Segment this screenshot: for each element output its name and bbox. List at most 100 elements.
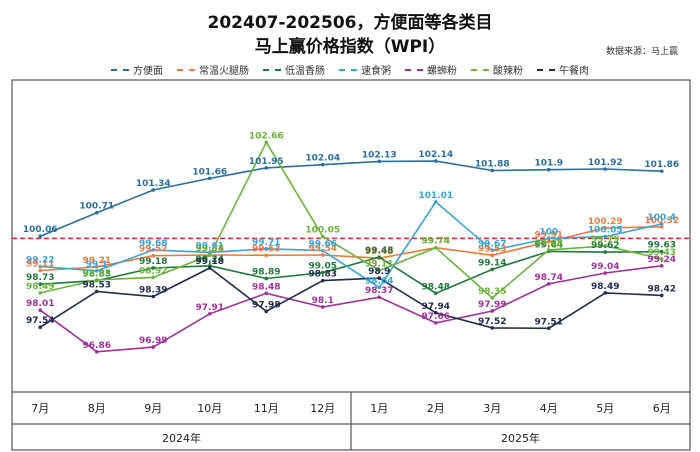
- data-label: 98.42: [648, 284, 676, 294]
- data-label: 102.13: [362, 150, 397, 160]
- data-label: 98.73: [26, 273, 54, 283]
- data-label: 98.9: [368, 267, 390, 277]
- data-point: [264, 166, 269, 170]
- legend-item-5: 酸辣粉: [471, 62, 523, 77]
- data-point: [433, 245, 438, 250]
- data-label: 102.66: [249, 131, 284, 141]
- legend-label: 螺蛳粉: [427, 66, 457, 77]
- data-point: [603, 244, 608, 248]
- data-point: [207, 253, 212, 258]
- data-label: 99.53: [478, 244, 506, 254]
- legend-label: 常温火腿肠: [199, 66, 249, 77]
- series-line-5: [40, 140, 662, 300]
- series-line-0: [39, 160, 662, 237]
- data-label: 99.61: [196, 241, 224, 251]
- data-label: 100.71: [79, 202, 114, 212]
- data-label: 102.04: [305, 154, 340, 164]
- data-point: [659, 257, 664, 261]
- data-point: [546, 239, 551, 244]
- data-point: [207, 266, 212, 270]
- data-label: 99.45: [365, 247, 393, 257]
- data-label: 99.43: [648, 248, 676, 258]
- data-label: 98.37: [365, 286, 393, 296]
- data-label: 99.91: [535, 231, 563, 241]
- data-label: 98.49: [591, 282, 619, 292]
- series-line-6: [39, 267, 662, 330]
- data-point: [264, 276, 269, 281]
- data-point: [659, 264, 664, 268]
- data-label: 98.74: [535, 273, 563, 283]
- data-label: 97.51: [535, 317, 563, 327]
- chart-legend: 方便面 常温火腿肠 低温香肠 速食粥 螺蛳粉 酸辣粉 午餐肉: [0, 62, 700, 77]
- data-point: [38, 308, 43, 313]
- data-label: 97.98: [252, 300, 280, 310]
- data-label: 99.71: [252, 238, 280, 248]
- data-label: 97.66: [422, 312, 450, 322]
- data-label: 99.11: [26, 260, 54, 270]
- data-point: [377, 285, 382, 290]
- data-point: [38, 325, 43, 330]
- legend-item-1: 常温火腿肠: [177, 62, 249, 77]
- data-point: [320, 234, 325, 239]
- x-tick-label: 6月: [653, 402, 671, 415]
- data-point: [38, 282, 43, 287]
- data-label: 100.29: [588, 217, 623, 227]
- data-point: [490, 168, 495, 173]
- data-point: [377, 255, 382, 259]
- data-label: 98.39: [139, 286, 167, 296]
- data-label: 97.91: [196, 303, 224, 313]
- data-point: [264, 253, 269, 258]
- data-label: 98.48: [422, 282, 450, 292]
- data-label: 99.48: [365, 246, 393, 256]
- data-label: 98.83: [309, 270, 337, 280]
- data-point: [603, 250, 608, 254]
- x-tick-label: 3月: [483, 402, 501, 415]
- data-point: [94, 278, 99, 282]
- data-point: [94, 210, 99, 215]
- data-label: 101.66: [192, 167, 227, 177]
- data-point: [320, 162, 325, 167]
- data-label: 96.86: [83, 341, 111, 351]
- data-label: 97.54: [26, 316, 54, 326]
- data-point: [320, 278, 325, 283]
- data-label: 98.64: [365, 276, 393, 286]
- x-tick-label: 11月: [254, 402, 279, 415]
- data-label: 101.34: [136, 179, 171, 189]
- data-label: 98.1: [312, 296, 334, 306]
- data-label: 101.01: [418, 191, 453, 201]
- legend-label: 低温香肠: [285, 66, 325, 77]
- legend-swatch: [263, 68, 281, 71]
- data-point: [151, 188, 156, 192]
- data-label: 98.53: [83, 280, 111, 290]
- series-line-3: [40, 200, 662, 289]
- data-point: [94, 289, 99, 294]
- data-point: [659, 293, 664, 298]
- data-label: 100.4: [648, 213, 676, 223]
- data-point: [603, 271, 608, 275]
- data-point: [94, 265, 99, 269]
- data-label: 98.35: [478, 287, 506, 297]
- legend-label: 酸辣粉: [493, 66, 523, 77]
- data-label: 100.05: [588, 226, 623, 236]
- year-label: 2024年: [162, 431, 201, 445]
- x-tick-label: 10月: [197, 402, 222, 415]
- data-label: 97.99: [478, 300, 506, 310]
- data-point: [603, 167, 608, 171]
- data-point: [546, 248, 551, 252]
- data-label: 99.79: [591, 235, 619, 245]
- data-point: [264, 291, 269, 296]
- data-point: [264, 140, 269, 145]
- data-point: [490, 326, 495, 330]
- data-point: [207, 176, 212, 181]
- chart-title-line1: 202407-202506，方便面等各类目: [207, 13, 493, 33]
- data-point: [433, 310, 438, 315]
- x-tick-label: 5月: [596, 402, 614, 415]
- data-label: 99.53: [252, 244, 280, 254]
- data-label: 99.54: [309, 244, 337, 254]
- data-point: [490, 296, 495, 300]
- data-point: [151, 275, 156, 280]
- data-point: [490, 248, 495, 253]
- data-point: [433, 200, 438, 204]
- data-point: [377, 159, 382, 164]
